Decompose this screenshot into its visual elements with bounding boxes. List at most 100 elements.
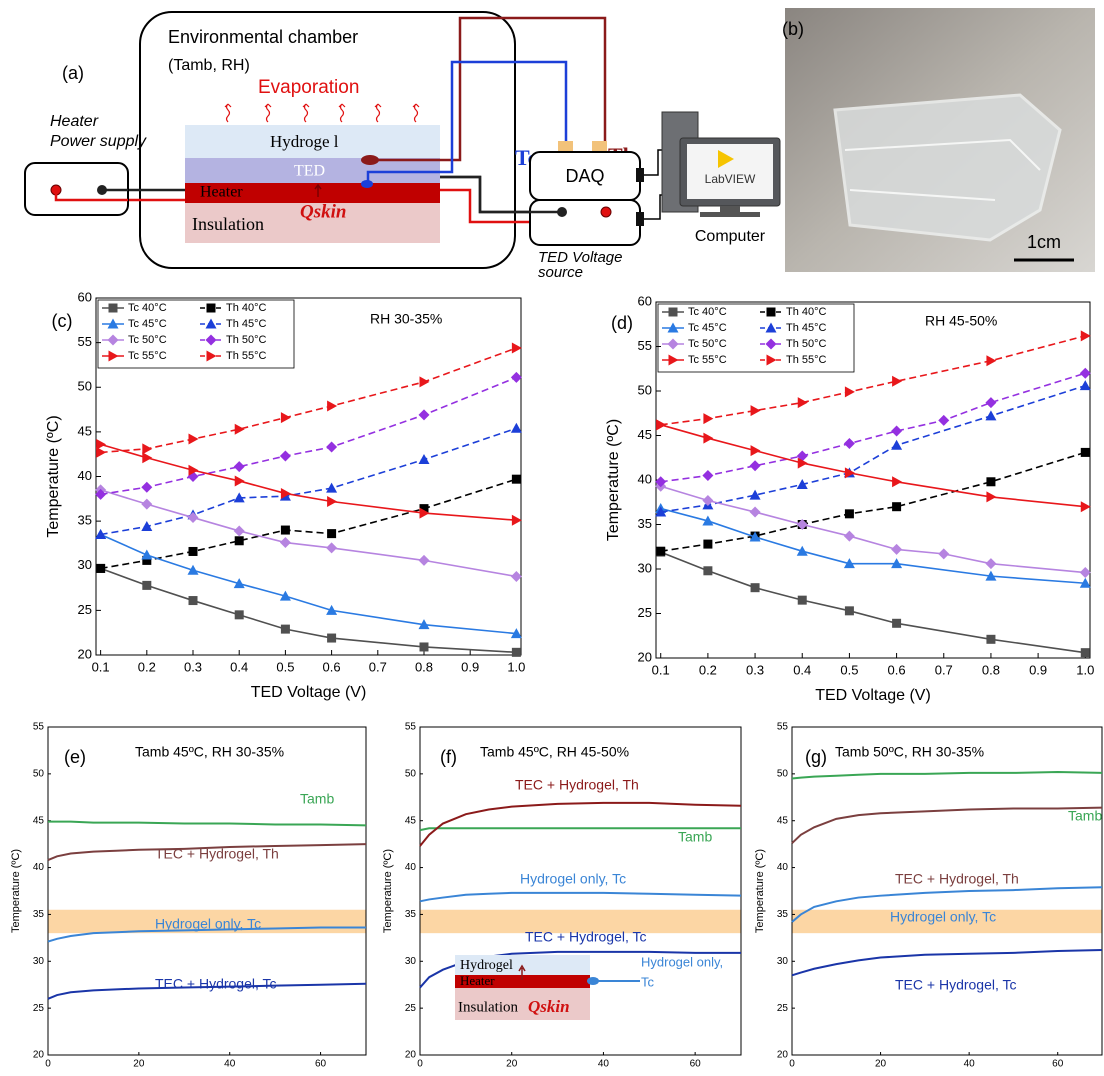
x-tick-label: 0.9	[461, 659, 479, 674]
marker	[892, 476, 903, 488]
y-tick-label: 55	[78, 334, 92, 349]
marker	[234, 610, 244, 620]
legend-label: Th 55°C	[786, 354, 827, 366]
ted-source-label: source	[538, 264, 583, 281]
series-line	[100, 533, 517, 635]
x-tick-label: 0.6	[888, 662, 906, 677]
panel-label: (g)	[805, 747, 827, 767]
marker	[1080, 501, 1091, 513]
tc-wire	[366, 60, 568, 184]
x-tick-label: 1.0	[507, 659, 525, 674]
marker	[233, 461, 245, 473]
marker	[750, 583, 760, 593]
x-tick-label: 40	[598, 1059, 610, 1070]
marker	[985, 397, 997, 409]
marker	[419, 642, 429, 652]
series-line	[791, 770, 1103, 780]
y-tick-label: 60	[638, 293, 652, 308]
terminal	[600, 206, 612, 218]
insulation-layer	[185, 203, 440, 243]
inset-heater	[455, 975, 590, 988]
labview-logo	[718, 150, 734, 168]
series-line	[791, 806, 1103, 844]
legend-label: Tc 40°C	[688, 306, 727, 318]
marker	[511, 647, 521, 657]
x-tick-label: 0.7	[935, 662, 953, 677]
evaporation-label: Evaporation	[258, 77, 359, 98]
marker	[511, 342, 522, 354]
marker	[843, 558, 855, 569]
y-tick-label: 55	[33, 722, 45, 733]
hydrogel-layer	[185, 125, 440, 158]
marker	[419, 376, 430, 388]
computer-label: Computer	[695, 228, 766, 245]
x-tick-label: 60	[315, 1059, 327, 1070]
marker	[891, 558, 903, 569]
marker	[188, 464, 199, 476]
heat-arrow	[314, 183, 322, 197]
marker	[986, 634, 996, 644]
marker	[326, 604, 338, 615]
series-line	[100, 478, 517, 570]
marker	[986, 477, 996, 487]
marker	[1079, 367, 1091, 379]
marker	[749, 489, 761, 500]
comfort-band	[420, 909, 741, 934]
y-axis-label: Temperature (ºC)	[382, 849, 394, 933]
legend-label: Tc 55°C	[128, 350, 167, 362]
marker	[279, 590, 291, 601]
inset-label: Heater	[460, 973, 495, 988]
annotation: RH 45-50%	[925, 313, 997, 329]
marker	[702, 515, 714, 526]
legend-label: Tc 55°C	[688, 354, 727, 366]
y-tick-label: 20	[638, 649, 652, 664]
marker	[844, 606, 854, 616]
y-tick-label: 40	[33, 862, 45, 873]
legend-box	[657, 303, 855, 373]
y-tick-label: 25	[638, 605, 652, 620]
marker	[702, 494, 714, 506]
x-tick-label: 60	[1052, 1059, 1064, 1070]
marker	[188, 596, 198, 606]
marker	[279, 537, 291, 549]
marker	[510, 371, 522, 383]
connector	[636, 212, 644, 226]
y-tick-label: 40	[405, 862, 417, 873]
ted-source-label: TED Voltage	[538, 249, 623, 266]
marker	[1079, 577, 1091, 588]
y-tick-label: 50	[777, 768, 789, 779]
marker	[142, 580, 152, 590]
hydrogel-label: Hydroge l	[270, 132, 339, 151]
legend-box	[97, 299, 295, 369]
y-tick-label: 50	[78, 379, 92, 394]
legend-label: Th 40°C	[226, 302, 267, 314]
panel-label: (a)	[62, 63, 84, 83]
y-tick-label: 40	[78, 468, 92, 483]
inset-label: Qskin	[528, 997, 570, 1016]
marker	[234, 423, 245, 435]
marker	[750, 405, 761, 417]
legend-label: Th 45°C	[786, 322, 827, 334]
marker	[702, 470, 714, 482]
screen	[687, 144, 773, 199]
red-wire	[54, 190, 128, 202]
series-line	[419, 801, 742, 847]
marker	[142, 555, 152, 565]
power-supply-label: Power supply	[50, 133, 147, 150]
y-tick-label: 55	[405, 722, 417, 733]
series-line	[100, 376, 517, 496]
series-line	[100, 567, 517, 654]
series-line	[660, 507, 1086, 585]
inset-arrow	[518, 964, 526, 980]
marker	[510, 628, 522, 639]
marker	[418, 554, 430, 566]
marker	[749, 506, 761, 518]
ted-label: TED	[294, 163, 325, 180]
marker	[327, 633, 337, 643]
marker	[326, 482, 338, 493]
insulation-label: Insulation	[192, 214, 264, 234]
th-pad	[592, 141, 607, 152]
marker	[1080, 447, 1090, 457]
marker	[327, 495, 338, 507]
